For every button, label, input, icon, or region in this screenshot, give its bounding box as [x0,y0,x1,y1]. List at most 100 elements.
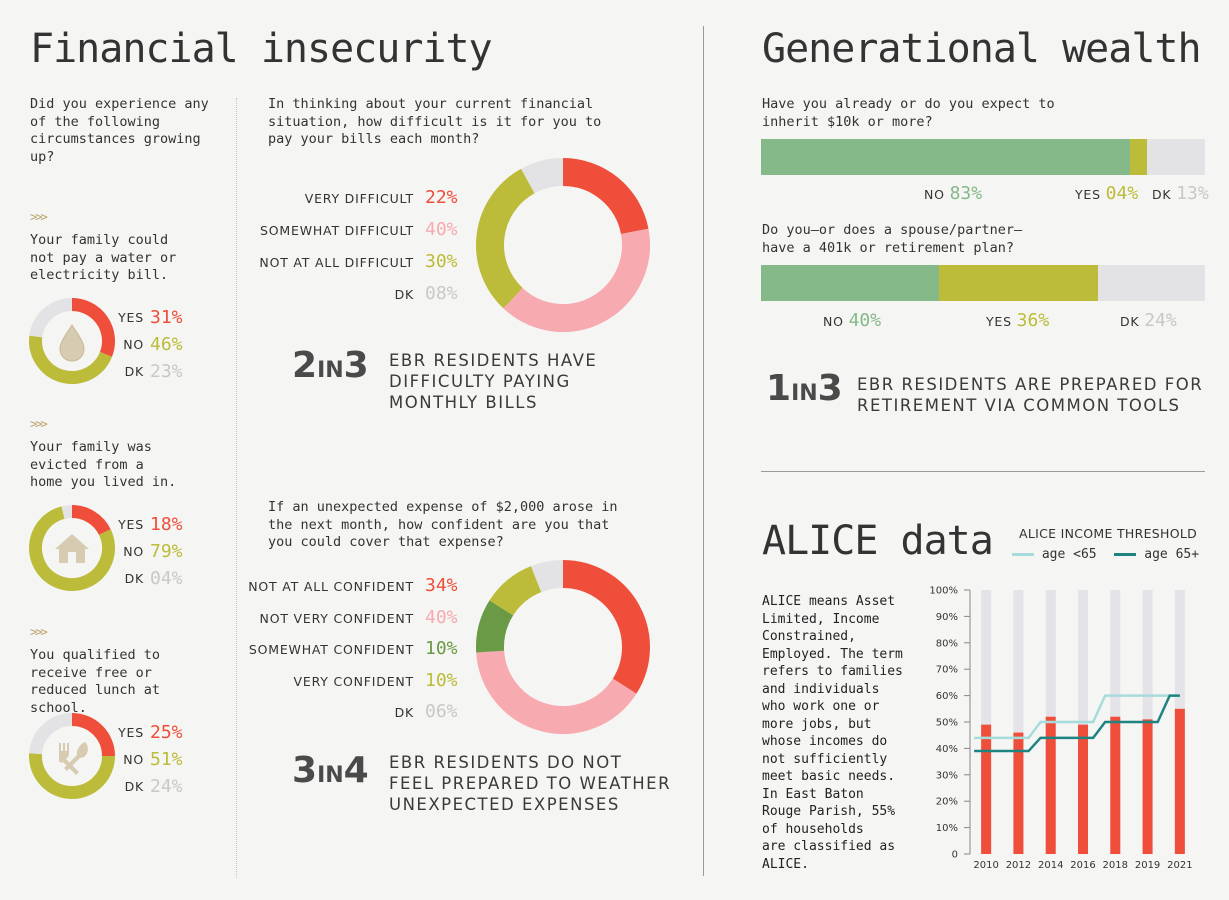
inherit-bar-label: DK 13% [1152,183,1209,204]
retirement-bar-label: NO 40% [823,310,881,331]
x-tick-label: 2010 [973,860,998,871]
house-icon [55,534,89,563]
answer-value: 79% [150,541,183,562]
inherit-bar-segment [1129,139,1148,175]
alice-bar [1045,716,1056,854]
line-under65 [974,694,1180,740]
answer-label: NO [123,544,144,559]
legend-label-65plus: age 65+ [1144,547,1200,562]
expense-donut-slice [476,600,514,653]
inherit-bar-label-text: YES [1075,187,1106,202]
expense-stat-line: EBR RESIDENTS DO NOT [389,753,623,772]
inherit-bar-label-value: 04% [1105,183,1139,204]
expense-stat-num-a: 3 [292,750,318,791]
bills-donut-slice [562,158,649,235]
x-tick-label: 2012 [1006,860,1031,871]
expense-donut-slice [562,560,650,694]
y-tick-label: 90% [936,612,958,623]
answer-label: NO [123,337,144,352]
alice-bar [1142,719,1153,854]
expense-donut-slice [489,566,542,616]
bills-answer-value: 08% [425,283,458,304]
expense-stat-text: EBR RESIDENTS DO NOT FEEL PREPARED TO WE… [389,752,671,815]
x-tick-label: 2019 [1135,860,1160,871]
water-drop-icon [59,324,85,362]
answer-label: DK [124,364,144,379]
retirement-bar-segment [938,265,1099,301]
alice-description-line: who work one or [762,699,880,714]
alice-title: ALICE data [762,518,994,564]
answer-value: 18% [150,514,183,535]
expense-donut-slice [530,560,564,593]
retirement-stat-num-a: 1 [766,368,792,409]
y-tick-label: 40% [936,744,958,755]
bills-answer-label: VERY DIFFICULT [304,191,414,206]
expense-answer-value: 10% [425,669,458,691]
answer-value: 25% [150,722,183,743]
expense-answer-label: NOT VERY CONFIDENT [259,610,414,626]
bills-answer-label: NOT AT ALL DIFFICULT [259,255,414,270]
answer-value: 31% [150,307,183,328]
circumstance-donut-chart [29,298,115,384]
bills-stat-num-a: 2 [292,345,318,386]
circumstance-text: Your family could not pay a water or ele… [30,232,177,283]
fork-knife-icon [59,742,88,775]
expense-stat-line: UNEXPECTED EXPENSES [389,795,620,814]
inherit-bar-label: NO 83% [924,183,982,204]
expense-stat-line: FEEL PREPARED TO WEATHER [389,774,672,793]
bills-donut-slice [503,228,650,332]
inherit-bar-label-text: NO [924,187,950,202]
circumstance-slice [71,298,115,357]
bills-stat-line: MONTHLY BILLS [389,393,538,412]
expense-question: If an unexpected expense of $2,000 arose… [268,499,618,550]
retirement-bar-label-value: 36% [1016,310,1050,331]
circumstance-slice [29,506,115,591]
bills-answer-value: 40% [425,219,458,240]
bar-background [1013,590,1024,854]
expense-answer-value: 34% [425,575,458,596]
inherit-bar-label-text: DK [1152,187,1177,202]
circumstance-text: You qualified to receive free or reduced… [30,647,161,716]
retirement-question: Do you—or does a spouse/partner— have a … [762,222,1023,256]
retirement-bar-label-value: 24% [1144,310,1177,331]
chevron-icon: >>> [30,625,48,639]
y-tick-label: 70% [936,665,958,676]
inherit-question: Have you already or do you expect to inh… [762,96,1055,130]
answer-label: DK [124,779,144,794]
alice-bar [1110,716,1121,854]
alice-bar [981,724,992,854]
x-tick-label: 2014 [1038,860,1063,871]
inherit-bar-label: YES 04% [1075,183,1138,204]
y-tick-label: 10% [936,823,958,834]
expense-answer-label: DK [394,705,414,720]
bills-stat-line: DIFFICULTY PAYING [389,372,571,391]
chevron-icon: >>> [30,417,48,431]
bills-stat-ratio: 2IN3 [292,345,382,405]
retirement-bar-label-text: NO [823,314,849,329]
answer-value: 46% [150,334,183,355]
circumstance-slice [71,505,111,536]
inherit-stacked-bar [761,139,1205,175]
bills-answer-value: 30% [425,251,458,272]
circumstance-donut-chart [29,713,115,799]
alice-description-line: In East Baton [762,786,864,802]
line-65plus [974,694,1180,753]
expense-answer-value: 06% [425,701,458,722]
alice-description-line: more jobs, but [762,716,872,732]
inherit-bar-label-value: 13% [1176,183,1209,204]
x-tick-label: 2021 [1167,860,1192,871]
alice-description-line: ALICE. [762,856,809,872]
expense-answer-value: 10% [425,638,458,659]
circumstance-slice [29,298,73,338]
alice-description-line: and individuals [762,681,880,697]
retirement-stat-ratio: 1IN3 [766,368,856,428]
answer-label: YES [118,310,144,325]
expense-stat-num-b: 4 [343,750,369,791]
expense-donut-slice [476,650,637,734]
expense-donut-chart [476,560,650,734]
x-tick-label: 2018 [1103,860,1128,871]
answer-label: YES [118,725,144,740]
bills-stat-text: EBR RESIDENTS HAVE DIFFICULTY PAYING MON… [389,350,597,413]
bills-donut-slice [476,168,536,309]
bills-answer-label: SOMEWHAT DIFFICULT [260,223,414,238]
